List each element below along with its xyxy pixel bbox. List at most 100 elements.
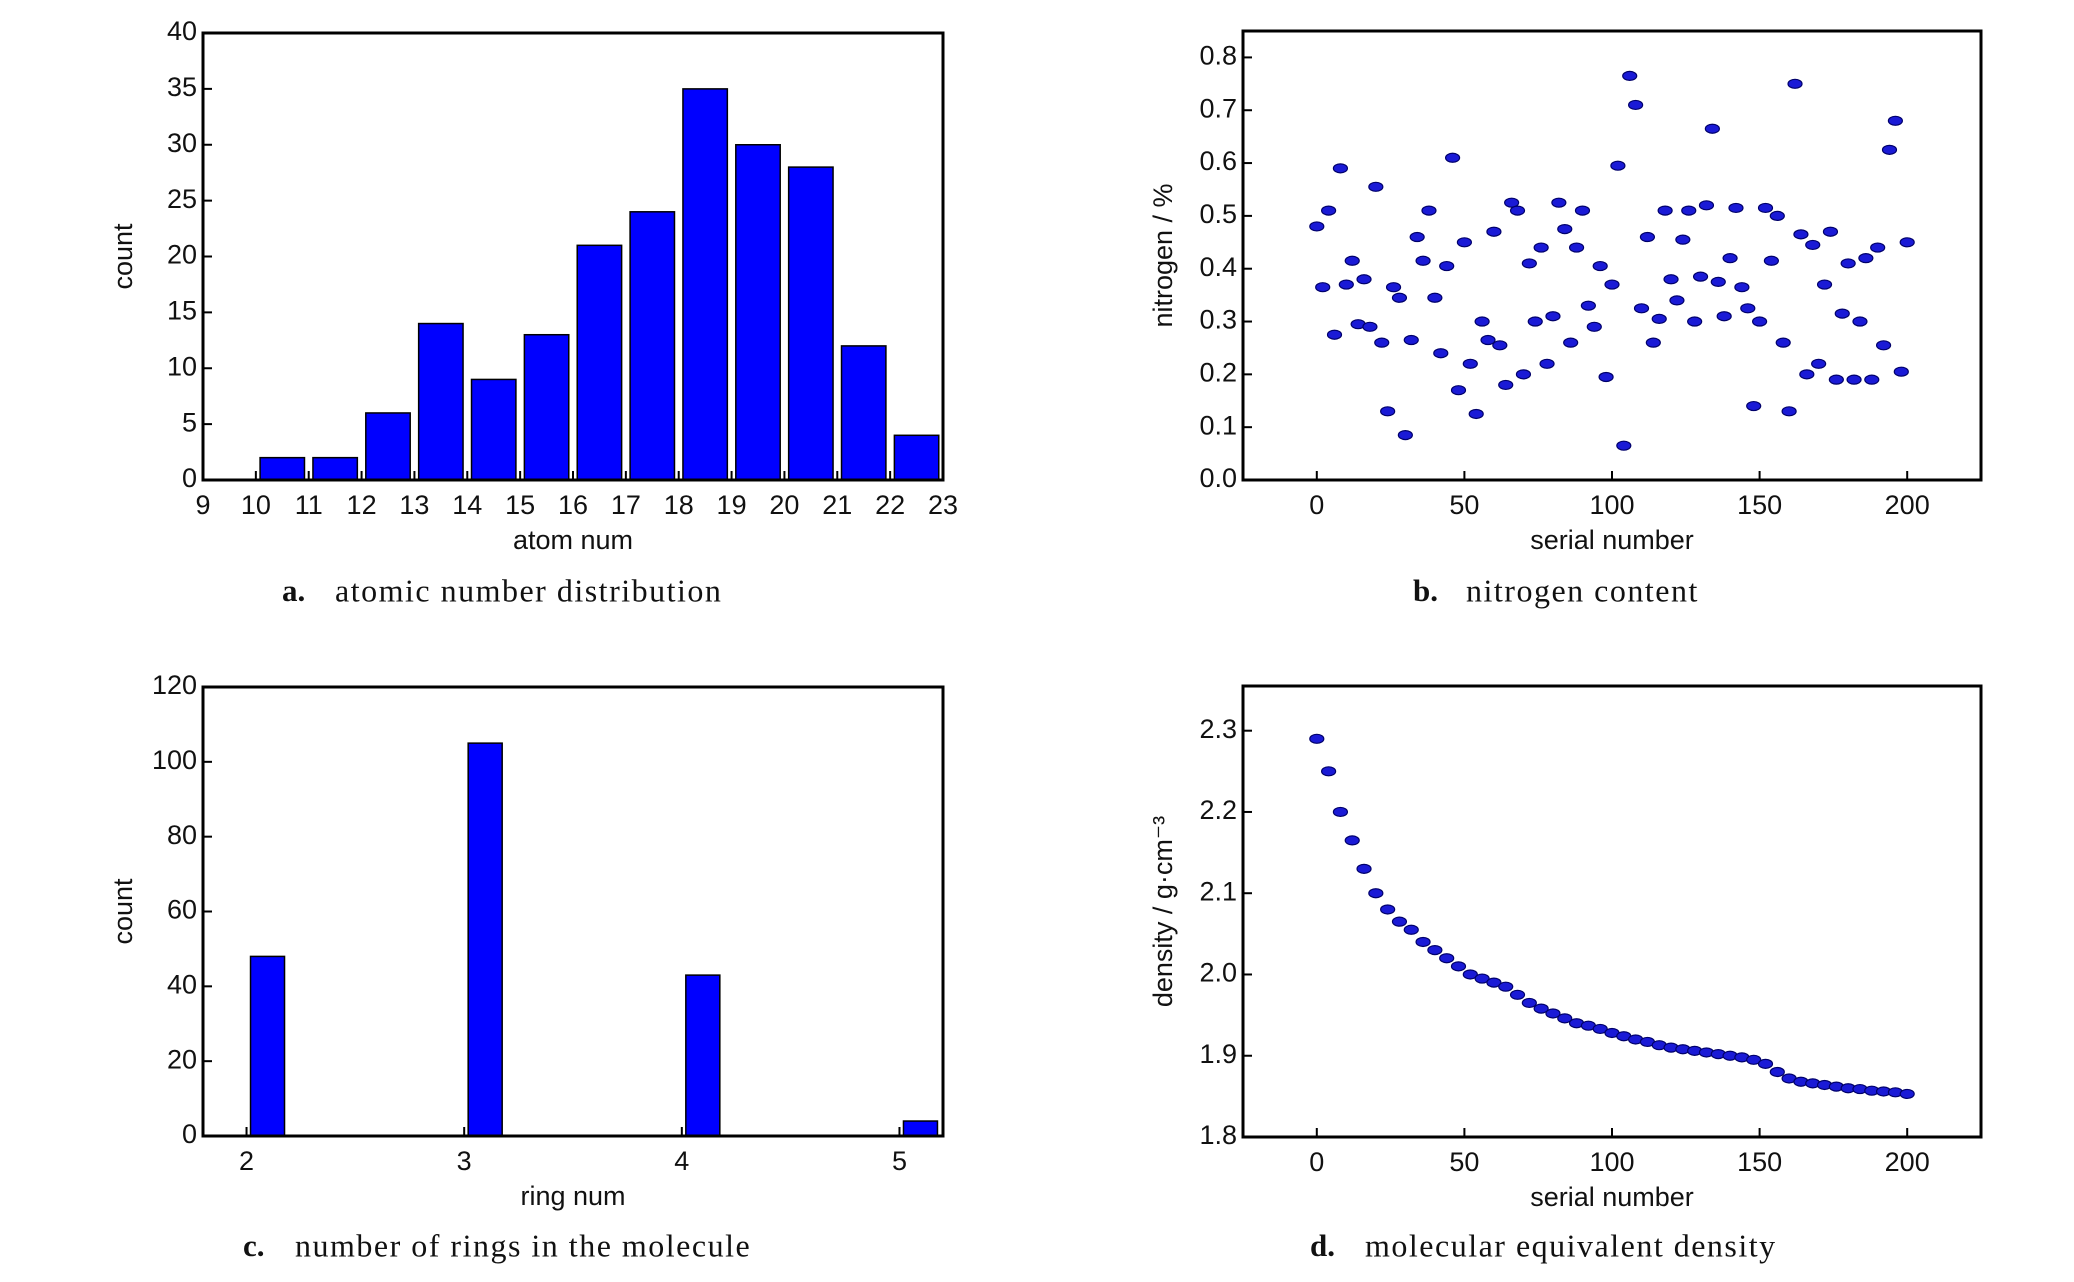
point xyxy=(1415,936,1431,948)
x-tick-label: 5 xyxy=(892,1146,907,1176)
point xyxy=(1309,733,1325,744)
point xyxy=(1427,292,1443,303)
caption: number of rings in the molecule xyxy=(295,1227,751,1263)
x-axis-label: atom num xyxy=(513,525,633,555)
point xyxy=(1409,231,1425,243)
y-tick-label: 40 xyxy=(167,16,197,46)
plot-frame xyxy=(1241,684,1983,1139)
point xyxy=(1344,835,1360,846)
x-tick-label: 100 xyxy=(1589,1147,1634,1177)
point xyxy=(1380,406,1396,417)
point xyxy=(1899,237,1915,248)
point xyxy=(1321,766,1337,777)
y-tick-label: 0.5 xyxy=(1199,199,1237,229)
y-tick-label: 0 xyxy=(182,463,197,493)
point xyxy=(1533,1003,1549,1014)
y-tick-label: 40 xyxy=(167,969,197,999)
point xyxy=(1639,231,1656,243)
y-tick-label: 2.1 xyxy=(1199,876,1237,906)
point xyxy=(1356,863,1372,874)
point xyxy=(1515,369,1532,380)
point xyxy=(1486,226,1502,237)
point xyxy=(1309,221,1325,232)
bar xyxy=(467,742,503,1137)
bar xyxy=(902,1120,939,1137)
point xyxy=(1403,924,1419,935)
point xyxy=(1858,253,1874,264)
point xyxy=(1769,210,1785,221)
point xyxy=(1385,282,1402,293)
point xyxy=(1374,337,1390,348)
y-tick-label: 2.3 xyxy=(1199,714,1237,744)
point xyxy=(1545,311,1561,322)
point xyxy=(1468,408,1484,420)
bar xyxy=(735,144,781,481)
bar xyxy=(893,434,940,481)
point xyxy=(1321,205,1337,216)
bar xyxy=(312,456,359,481)
plot-frame xyxy=(201,685,945,1138)
point xyxy=(1663,274,1679,285)
x-tick-label: 0 xyxy=(1309,1147,1324,1177)
y-tick-label: 20 xyxy=(167,240,197,270)
point xyxy=(1356,274,1372,285)
point xyxy=(1740,303,1756,314)
point xyxy=(1716,311,1732,322)
y-tick-label: 0.4 xyxy=(1199,252,1237,282)
point xyxy=(1462,969,1478,980)
bar xyxy=(787,166,834,481)
x-tick-label: 0 xyxy=(1309,490,1324,520)
y-tick-label: 25 xyxy=(167,184,197,214)
point xyxy=(1403,334,1419,346)
x-tick-label: 3 xyxy=(457,1146,472,1176)
point xyxy=(1769,1066,1785,1078)
y-tick-label: 5 xyxy=(182,407,197,437)
point xyxy=(1586,321,1602,332)
point xyxy=(1805,239,1821,251)
point xyxy=(1628,99,1644,111)
point xyxy=(1651,313,1667,324)
x-axis-label: ring num xyxy=(520,1181,625,1211)
y-tick-label: 80 xyxy=(167,820,197,850)
point xyxy=(1574,205,1591,216)
y-tick-label: 0.3 xyxy=(1199,305,1237,335)
point xyxy=(1368,181,1384,192)
point xyxy=(1834,308,1850,319)
panel-label: a. xyxy=(282,573,305,608)
point xyxy=(1887,115,1903,126)
x-tick-label: 150 xyxy=(1737,490,1782,520)
x-tick-label: 22 xyxy=(875,490,905,520)
y-tick-label: 60 xyxy=(167,895,197,925)
point xyxy=(1622,70,1638,82)
point xyxy=(1704,123,1720,134)
point xyxy=(1633,303,1650,314)
panel-label: c. xyxy=(243,1228,265,1263)
point xyxy=(1563,337,1579,348)
x-tick-label: 16 xyxy=(558,490,588,520)
point xyxy=(1687,316,1703,327)
caption: nitrogen content xyxy=(1466,572,1699,608)
x-tick-label: 18 xyxy=(664,490,694,520)
x-tick-label: 14 xyxy=(452,490,482,520)
point xyxy=(1456,237,1473,248)
y-tick-label: 0.1 xyxy=(1199,410,1237,440)
point xyxy=(1545,1008,1561,1019)
point xyxy=(1734,282,1750,293)
point xyxy=(1763,255,1780,266)
point xyxy=(1793,229,1809,240)
caption: molecular equivalent density xyxy=(1365,1227,1777,1263)
x-tick-label: 20 xyxy=(769,490,799,520)
point xyxy=(1498,379,1514,391)
point xyxy=(1344,255,1360,266)
point xyxy=(1362,321,1378,332)
point xyxy=(1450,961,1467,972)
point xyxy=(1521,258,1537,269)
y-tick-label: 2.2 xyxy=(1199,795,1237,825)
point xyxy=(1568,242,1585,253)
point xyxy=(1875,340,1892,351)
point xyxy=(1504,197,1520,208)
point xyxy=(1557,223,1573,235)
point xyxy=(1474,973,1490,984)
point xyxy=(1746,400,1762,412)
